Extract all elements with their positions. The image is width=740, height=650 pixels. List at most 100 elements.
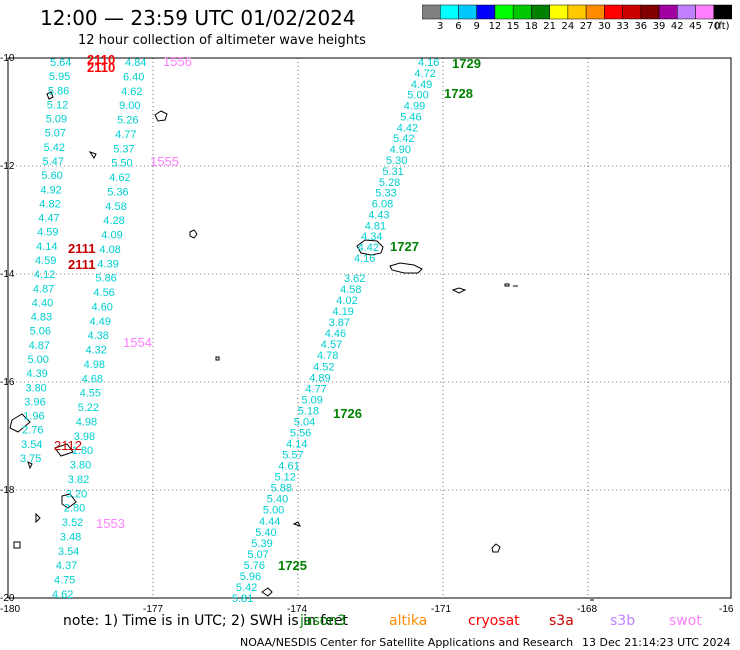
coastlines — [9, 91, 594, 601]
wave-height-value: 4.78 — [317, 350, 338, 362]
satellite-legend-s3b: s3b — [610, 613, 636, 629]
wave-height-value: 5.86 — [95, 273, 116, 285]
wave-height-value: 5.96 — [240, 571, 261, 583]
y-tick-label: -14 — [0, 269, 15, 280]
wave-height-value: 4.61 — [278, 461, 299, 473]
colorbar-tick: 12 — [488, 21, 502, 32]
wave-height-value: 5.42 — [393, 133, 414, 145]
wave-height-value: 4.47 — [38, 213, 59, 225]
colorbar-tick: 30 — [597, 21, 611, 32]
colorbar-tick: 42 — [670, 21, 684, 32]
wave-height-value: 4.92 — [40, 184, 61, 196]
colorbar-tick-labels: 3 6 9 12 15 18 21 24 27 30 33 36 39 42 45 70 (ft) — [422, 21, 732, 35]
wave-height-value: 3.96 — [24, 396, 45, 408]
pass-label: 1553 — [96, 516, 125, 531]
wave-height-value: 4.49 — [411, 79, 432, 91]
x-tick-label: -180 — [0, 604, 20, 615]
pass-label: 1725 — [278, 558, 307, 573]
pass-label: 1728 — [444, 86, 473, 101]
colorbar-tick: 3 — [437, 21, 444, 32]
wave-height-value: 5.04 — [294, 416, 315, 428]
wave-height-value: 4.46 — [325, 328, 346, 340]
wave-height-value: 4.81 — [365, 220, 386, 232]
y-tick-label: -10 — [0, 53, 15, 64]
track-1729-values: 4.164.724.495.004.995.464.425.424.905.30… — [354, 57, 439, 265]
wave-height-value: 5.07 — [247, 549, 268, 561]
pass-label: 2110 — [87, 60, 115, 75]
wave-height-value: 5.12 — [47, 99, 68, 111]
wave-height-value: 4.40 — [32, 297, 53, 309]
y-tick-label: -18 — [0, 485, 15, 496]
wave-height-value: 5.26 — [117, 115, 138, 127]
colorbar-tick: 39 — [652, 21, 666, 32]
x-tick-label: -174 — [287, 604, 307, 615]
wave-height-value: 5.18 — [298, 405, 319, 417]
wave-height-value: 4.19 — [332, 306, 353, 318]
wave-height-value: 5.81 — [232, 593, 253, 605]
track-1726-values: 3.624.584.024.193.874.464.574.784.524.89… — [232, 273, 365, 605]
pass-label: 1727 — [390, 239, 419, 254]
wave-height-colorbar — [422, 4, 732, 20]
wave-height-value: 4.62 — [121, 86, 142, 98]
wave-height-value: 4.75 — [54, 575, 75, 587]
wave-height-value: 4.52 — [313, 361, 334, 373]
x-tick-label: -16 — [719, 604, 734, 615]
wave-height-value: 4.98 — [84, 359, 105, 371]
wave-height-value: 5.33 — [375, 188, 396, 200]
wave-height-value: 5.00 — [28, 354, 49, 366]
satellite-legend-cryosat: cryosat — [468, 613, 520, 629]
wave-height-value: 4.68 — [82, 373, 103, 385]
colorbar-unit: (ft) — [714, 21, 730, 32]
wave-height-value: 4.56 — [93, 287, 114, 299]
wave-height-value: 5.22 — [78, 402, 99, 414]
wave-height-value: 5.30 — [386, 155, 407, 167]
wave-height-value: 4.83 — [31, 312, 52, 324]
track-left-values: 5.64 5.95 5.86 5.12 5.09 5.07 5.42 5.47 5.60 4.92… — [20, 57, 71, 465]
island-small-1 — [504, 283, 510, 287]
wave-height-value: 4.16 — [354, 253, 375, 265]
wave-height-value: 5.57 — [282, 450, 303, 462]
wave-height-value: 4.58 — [340, 284, 361, 296]
wave-height-value: 4.38 — [88, 330, 109, 342]
pass-label: 2111 — [68, 257, 96, 272]
graticule — [8, 58, 731, 598]
island-small-3 — [154, 110, 168, 122]
wave-height-value: 4.14 — [36, 241, 57, 253]
wave-height-value: 4.42 — [397, 122, 418, 134]
wave-height-value: 3.98 — [74, 431, 95, 443]
wave-height-value: 3.80 — [70, 460, 91, 472]
wave-height-value: 4.37 — [56, 560, 77, 572]
colorbar-tick: 45 — [689, 21, 702, 32]
wave-height-value: 4.55 — [80, 388, 101, 400]
island-small-16 — [35, 512, 41, 524]
wave-height-value: 4.82 — [39, 198, 60, 210]
x-tick-label: -177 — [143, 604, 163, 615]
pass-label: 1556 — [163, 54, 192, 69]
map-frame — [7, 57, 732, 599]
wave-height-value: 5.09 — [46, 114, 67, 126]
satellite-legend-jason3: jason3 — [300, 613, 347, 629]
track-mid-values: 4.84 6.40 4.62 9.00 5.26 4.77 5.37 5.50 4.62 5.36… — [52, 57, 146, 601]
wave-height-value: 4.44 — [259, 516, 280, 528]
wave-height-value: 5.95 — [49, 71, 70, 83]
wave-height-value: 4.14 — [286, 439, 307, 451]
wave-height-value: 4.77 — [305, 383, 326, 395]
colorbar-tick: 70 — [707, 21, 721, 32]
wave-height-value: 5.60 — [41, 170, 62, 182]
colorbar-swatch — [713, 4, 732, 20]
y-tick-label: -20 — [0, 593, 15, 604]
island-small-4 — [189, 229, 198, 239]
wave-height-value: 5.64 — [50, 57, 71, 69]
wave-height-value: 4.16 — [418, 57, 439, 69]
wave-height-value: 5.39 — [251, 538, 272, 550]
wave-height-value: 4.02 — [336, 295, 357, 307]
island-small-7 — [88, 151, 97, 159]
wave-height-value: 3.54 — [58, 546, 79, 558]
wave-height-value: 6.40 — [123, 71, 144, 83]
map-title: 12:00 — 23:59 UTC 01/02/2024 — [40, 6, 356, 30]
island-samoa-savaii — [356, 239, 384, 256]
wave-height-value: 4.98 — [76, 417, 97, 429]
wave-height-value: 4.77 — [115, 129, 136, 141]
colorbar-tick: 6 — [455, 21, 462, 32]
